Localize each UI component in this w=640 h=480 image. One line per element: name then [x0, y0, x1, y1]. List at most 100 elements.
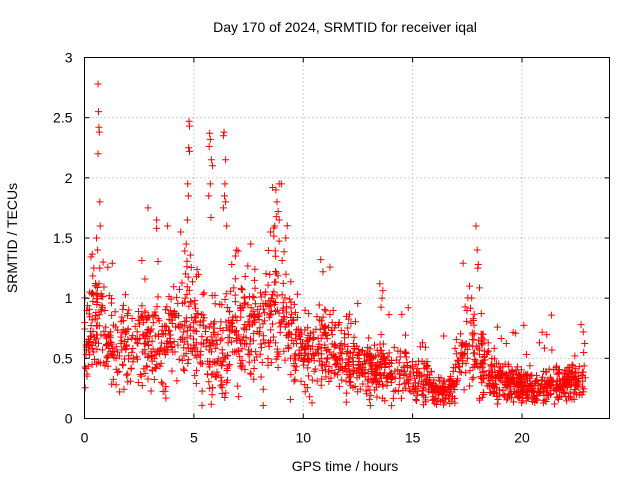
data-point	[180, 365, 188, 373]
data-point	[404, 304, 412, 312]
data-point	[191, 372, 199, 380]
data-point	[187, 323, 195, 331]
data-point	[232, 348, 240, 356]
data-point	[455, 363, 463, 371]
data-point	[208, 371, 216, 379]
data-point	[372, 362, 380, 370]
data-point	[240, 293, 248, 301]
data-point	[545, 391, 553, 399]
data-point	[104, 263, 112, 271]
data-point	[116, 388, 124, 396]
data-point	[477, 374, 485, 382]
data-point	[246, 369, 254, 377]
data-point	[417, 371, 425, 379]
data-point	[277, 180, 285, 188]
data-point	[107, 328, 115, 336]
data-point	[125, 355, 133, 363]
data-point	[184, 356, 192, 364]
data-point	[98, 346, 106, 354]
data-point	[379, 287, 387, 295]
data-point	[356, 348, 364, 356]
data-point	[570, 395, 578, 403]
data-point	[200, 289, 208, 297]
data-point	[259, 401, 267, 409]
data-point	[449, 364, 457, 372]
data-point	[81, 384, 89, 392]
data-point	[563, 383, 571, 391]
data-point	[170, 338, 178, 346]
data-point	[99, 258, 107, 266]
data-point	[366, 360, 374, 368]
data-point	[112, 354, 120, 362]
data-point	[266, 301, 274, 309]
data-point	[310, 334, 318, 342]
data-point	[99, 292, 107, 300]
data-point	[250, 364, 258, 372]
data-point	[100, 327, 108, 335]
data-point	[475, 284, 483, 292]
data-point	[166, 331, 174, 339]
data-point	[378, 294, 386, 302]
data-point	[94, 246, 102, 254]
data-point	[385, 311, 393, 319]
data-point	[517, 383, 525, 391]
data-point	[433, 401, 441, 409]
data-point	[191, 297, 199, 305]
data-point	[510, 398, 518, 406]
data-point	[271, 307, 279, 315]
data-point	[413, 391, 421, 399]
data-point	[326, 263, 334, 271]
data-point	[476, 373, 484, 381]
data-point	[122, 328, 130, 336]
data-point	[421, 393, 429, 401]
data-point	[466, 367, 474, 375]
data-point	[240, 324, 248, 332]
data-point	[175, 355, 183, 363]
data-point	[283, 222, 291, 230]
data-point	[102, 323, 110, 331]
y-tick-label: 1	[65, 290, 73, 306]
data-point	[144, 341, 152, 349]
data-point	[278, 291, 286, 299]
data-point	[451, 344, 459, 352]
data-point	[218, 384, 226, 392]
data-point	[401, 331, 409, 339]
data-point	[322, 331, 330, 339]
data-point	[412, 397, 420, 405]
data-point	[517, 366, 525, 374]
data-point	[406, 370, 414, 378]
data-point	[182, 240, 190, 248]
data-point	[412, 361, 420, 369]
data-point	[88, 316, 96, 324]
data-point	[326, 311, 334, 319]
data-point	[129, 344, 137, 352]
data-point	[534, 382, 542, 390]
data-point	[457, 339, 465, 347]
data-point	[301, 326, 309, 334]
data-point	[564, 371, 572, 379]
data-point	[287, 314, 295, 322]
data-point	[161, 330, 169, 338]
data-point	[468, 329, 476, 337]
data-point	[219, 132, 227, 140]
data-point	[366, 401, 374, 409]
data-point	[380, 354, 388, 362]
data-point	[345, 360, 353, 368]
data-point	[164, 222, 172, 230]
data-point	[338, 376, 346, 384]
data-point	[265, 302, 273, 310]
data-point	[466, 282, 473, 290]
data-point	[409, 358, 417, 366]
data-point	[476, 396, 484, 404]
data-point	[176, 285, 184, 293]
data-point	[500, 392, 508, 400]
data-point	[251, 311, 259, 319]
data-point	[90, 348, 98, 356]
data-point	[464, 354, 472, 362]
data-point	[153, 303, 161, 311]
data-point	[351, 383, 359, 391]
data-point	[450, 379, 458, 387]
data-point	[185, 302, 193, 310]
data-point	[213, 368, 221, 376]
